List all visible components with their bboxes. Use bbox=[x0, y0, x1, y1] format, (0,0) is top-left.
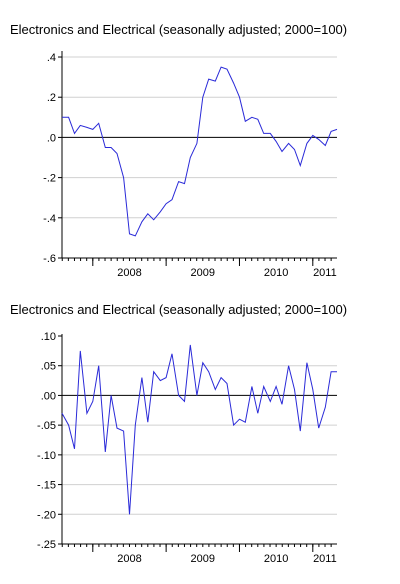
y-tick-label: -.25 bbox=[37, 539, 56, 551]
chart-1-title: Electronics and Electrical (seasonally a… bbox=[10, 22, 348, 37]
series-line bbox=[62, 66, 338, 237]
x-tick-label: 2011 bbox=[313, 553, 337, 565]
x-tick-label: 2010 bbox=[264, 553, 288, 565]
y-tick-label: -.05 bbox=[37, 420, 56, 432]
x-tick-label: 2008 bbox=[117, 553, 141, 565]
y-tick-label: -.20 bbox=[37, 509, 56, 521]
y-tick-label: -.15 bbox=[37, 480, 56, 492]
y-tick-label: .00 bbox=[41, 390, 56, 402]
chart-1: .4 .2 .0 -.2 -.4 -.6 2008 2009 2010 2011 bbox=[43, 51, 338, 279]
y-tick-label: -.4 bbox=[43, 213, 56, 225]
y-tick-label: .05 bbox=[41, 361, 56, 373]
y-tick-label: .10 bbox=[41, 331, 56, 343]
chart-2-plot: .10 .05 .00 -.05 -.10 -.15 -.20 -.25 2008 2009 201… bbox=[37, 331, 337, 565]
x-tick-label: 2011 bbox=[313, 267, 337, 279]
chart-1-plot: .4 .2 .0 -.2 -.4 -.6 2008 2009 2010 2011 bbox=[43, 51, 338, 279]
chart-2-title: Electronics and Electrical (seasonally a… bbox=[10, 302, 348, 317]
y-tick-label: .4 bbox=[47, 52, 56, 64]
y-tick-label: -.2 bbox=[43, 173, 56, 185]
x-tick-label: 2009 bbox=[191, 267, 215, 279]
series-line bbox=[61, 344, 337, 515]
y-tick-label: -.10 bbox=[37, 450, 56, 462]
y-tick-label: .0 bbox=[47, 132, 56, 144]
y-tick-label: .2 bbox=[47, 92, 56, 104]
x-tick-label: 2008 bbox=[117, 267, 141, 279]
x-tick-label: 2010 bbox=[264, 267, 288, 279]
x-tick-label: 2009 bbox=[191, 553, 215, 565]
y-tick-label: -.6 bbox=[43, 253, 56, 265]
